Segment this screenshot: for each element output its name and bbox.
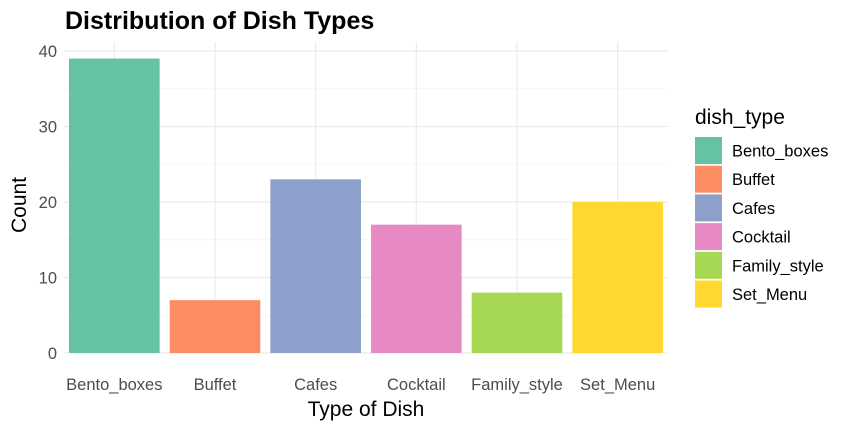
x-tick-label: Family_style — [471, 376, 563, 394]
legend-title: dish_type — [695, 106, 785, 129]
bar-family-style — [471, 292, 563, 353]
legend-label: Family_style — [732, 257, 824, 275]
x-axis-ticks: Bento_boxes Buffet Cafes Cocktail Family_sty… — [66, 376, 655, 394]
legend-label: Buffet — [732, 171, 775, 189]
legend-key-buffet — [695, 165, 722, 193]
bar-set-menu — [572, 202, 663, 353]
y-tick-label: 40 — [39, 43, 57, 61]
legend-label: Set_Menu — [732, 286, 807, 304]
y-tick-label: 30 — [39, 119, 57, 137]
bar-buffet — [169, 300, 261, 353]
legend: dish_type Bento_boxes Buffet Cafes Cocktail… — [695, 106, 828, 308]
legend-key-cafes — [695, 194, 722, 222]
x-tick-label: Set_Menu — [580, 376, 655, 394]
x-tick-label: Cocktail — [387, 376, 446, 394]
legend-key-set-menu — [695, 280, 722, 308]
legend-label: Bento_boxes — [732, 143, 828, 161]
x-tick-label: Buffet — [194, 376, 237, 394]
x-tick-label: Cafes — [294, 376, 337, 394]
legend-key-family-style — [695, 251, 722, 279]
y-tick-label: 20 — [39, 194, 57, 212]
bar-cafes — [270, 179, 361, 353]
y-axis-ticks: 0 10 20 30 40 — [39, 43, 57, 363]
bar-cocktail — [371, 224, 462, 353]
bar-bento-boxes — [69, 58, 160, 354]
x-axis-title: Type of Dish — [308, 398, 425, 421]
y-tick-label: 0 — [48, 345, 57, 363]
y-axis-title: Count — [8, 177, 31, 233]
legend-key-cocktail — [695, 223, 722, 251]
legend-label: Cocktail — [732, 229, 791, 247]
y-tick-label: 10 — [39, 270, 57, 288]
legend-label: Cafes — [732, 200, 775, 218]
x-tick-label: Bento_boxes — [66, 376, 162, 394]
chart-title: Distribution of Dish Types — [65, 7, 374, 35]
bars — [69, 58, 663, 354]
legend-key-bento-boxes — [695, 137, 722, 164]
